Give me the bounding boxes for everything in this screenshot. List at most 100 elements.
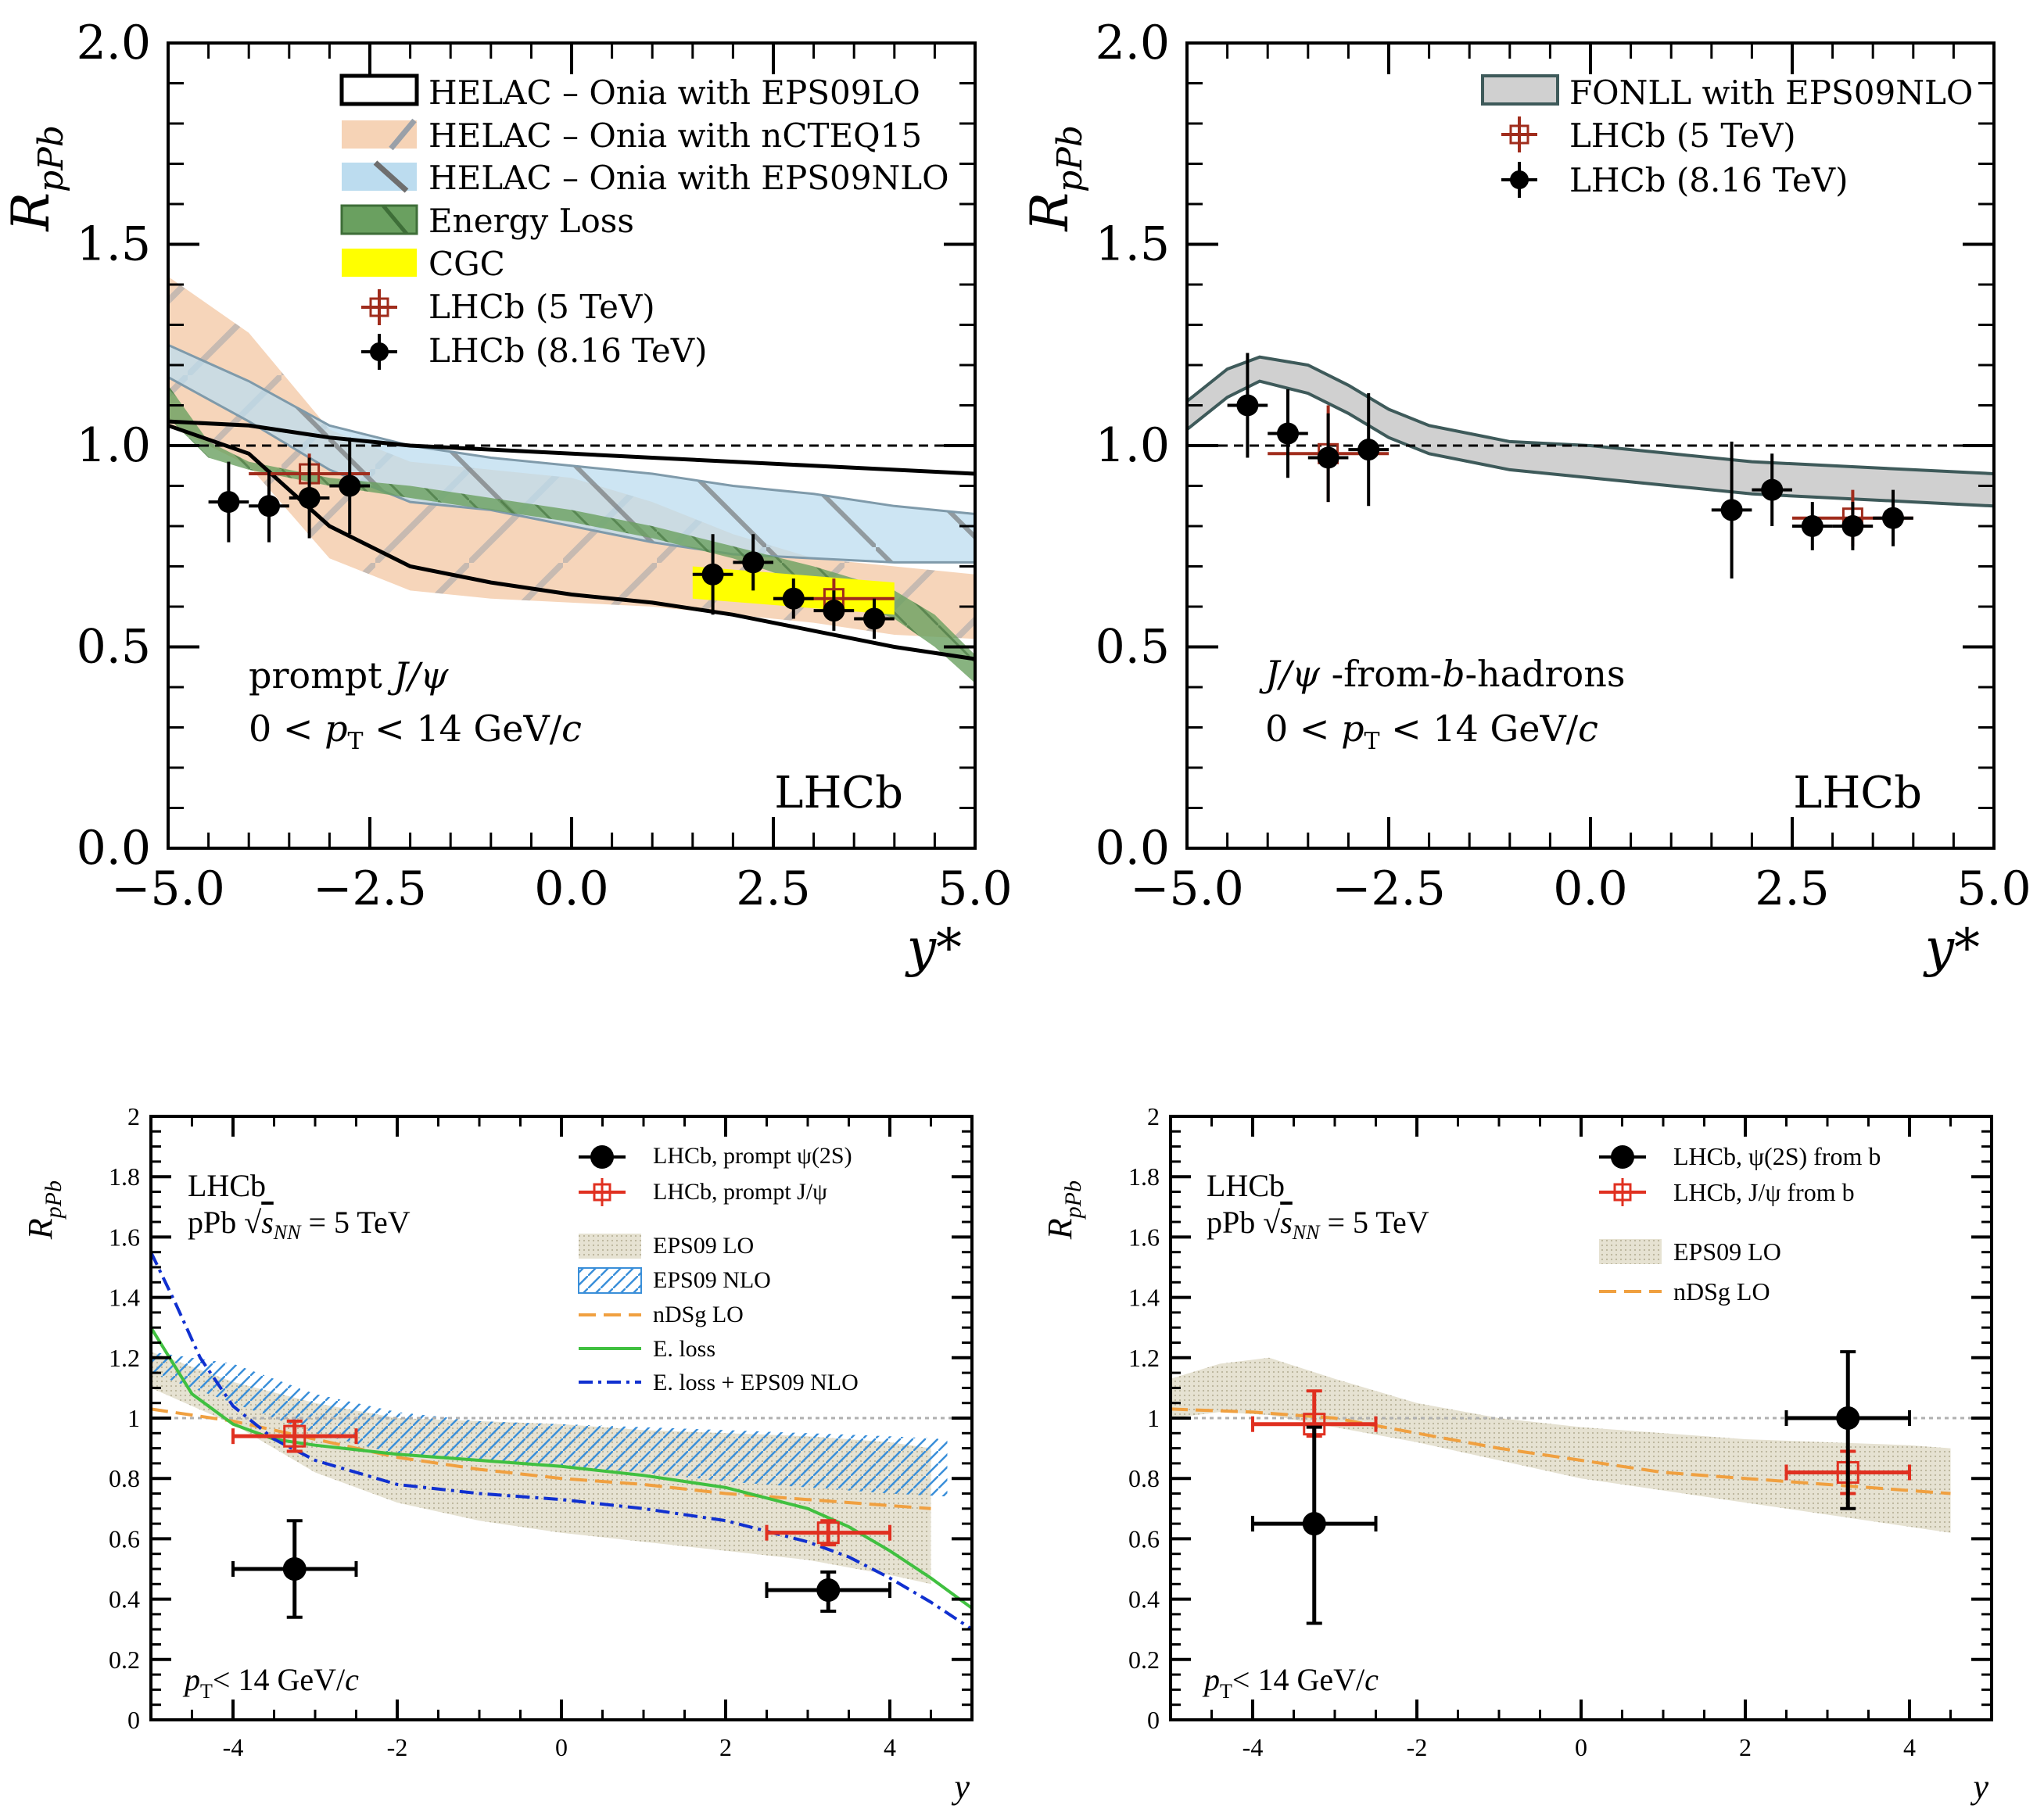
y-tick-label: 2 bbox=[127, 1102, 140, 1130]
band-eps09lo bbox=[1171, 1357, 1951, 1533]
data-point-lhcb-816tev-marker bbox=[258, 495, 280, 518]
panel-b-ylabel: RpPb bbox=[1020, 125, 1090, 232]
data-point-lhcb-816tev-marker bbox=[339, 475, 361, 497]
panel-a-ylabel: RpPb bbox=[1, 125, 71, 232]
data-point-lhcb-816tev-marker bbox=[1357, 439, 1380, 461]
panel-c-ylabel: RpPb bbox=[21, 1180, 66, 1240]
legend-label-helac-eps09nlo: HELAC – Onia with EPS09NLO bbox=[429, 159, 949, 197]
panel-a-xlabel: y* bbox=[905, 918, 962, 978]
data-point-lhcb-816tev-marker bbox=[1841, 515, 1864, 537]
legend-swatch-fonll bbox=[1481, 74, 1559, 106]
data-point-lhcb-816tev bbox=[854, 598, 895, 639]
curve-eloss bbox=[149, 1327, 974, 1610]
data-point-lhcb-816tev bbox=[208, 461, 249, 543]
data-point-lhcb-816tev-marker bbox=[1761, 478, 1784, 501]
curve-ndsg-lo bbox=[150, 1407, 931, 1510]
panel-c-bands bbox=[151, 1352, 948, 1585]
data-point-prompt-psi2s bbox=[766, 1571, 890, 1612]
panel-a-lhcb-label: LHCb bbox=[774, 768, 903, 818]
x-tick-label: 2.5 bbox=[736, 861, 810, 916]
y-tick-label: 1.2 bbox=[1128, 1344, 1160, 1372]
x-tick-label: 5.0 bbox=[1956, 861, 2031, 916]
data-point-lhcb-816tev bbox=[1752, 453, 1792, 526]
data-point-lhcb-816tev bbox=[1348, 393, 1389, 507]
panel-d-curves bbox=[1170, 1407, 1951, 1495]
legend-label-eps09lo: EPS09 LO bbox=[653, 1233, 754, 1259]
y-tick-label: 0.6 bbox=[1128, 1524, 1160, 1553]
y-tick-label: 0 bbox=[1147, 1706, 1160, 1734]
panel-c-ticks: -4 -2 0 2 4 0 0.2 0.4 0.6 0.8 1 1.2 1.4 1.6 1.8 2 bbox=[109, 1102, 974, 1761]
legend-label-eloss: E. loss bbox=[653, 1336, 715, 1362]
legend-swatch-eps09lo bbox=[1599, 1239, 1662, 1264]
data-point-lhcb-816tev bbox=[289, 457, 330, 539]
legend-label-lhcb-816tev: LHCb (8.16 TeV) bbox=[429, 331, 707, 370]
y-tick-label: 0.8 bbox=[109, 1464, 140, 1492]
y-tick-label: 0.0 bbox=[1096, 821, 1170, 876]
data-point-lhcb-816tev bbox=[1227, 353, 1268, 458]
x-tick-label: -4 bbox=[1243, 1733, 1264, 1761]
x-tick-label: -2 bbox=[1407, 1733, 1428, 1761]
data-point-lhcb-816tev-marker bbox=[742, 551, 765, 574]
legend-marker-lhcb-816tev bbox=[1501, 162, 1537, 198]
legend-label-fonll: FONLL with EPS09NLO bbox=[1569, 73, 1973, 112]
data-point-lhcb-816tev bbox=[1873, 489, 1913, 546]
data-point-psi2s-from-b-marker bbox=[1302, 1512, 1326, 1536]
panel-d-chart: -4 -2 0 2 400.20.40.60.811.21.41.61.82 RpPb … bbox=[1041, 1102, 1993, 1806]
y-tick-label: 1.6 bbox=[1128, 1223, 1160, 1251]
data-point-lhcb-816tev-marker bbox=[1317, 446, 1339, 469]
panel-d-ticks: -4 -2 0 2 4 0 0.2 0.4 0.6 0.8 1 1.2 1.4 1.6 1.8 2 bbox=[1128, 1102, 1993, 1761]
curve-ndsg-lo bbox=[1170, 1407, 1951, 1495]
y-tick-label: 0 bbox=[127, 1706, 140, 1734]
curve-eloss-eps09nlo bbox=[149, 1251, 974, 1631]
data-point-lhcb-816tev-marker bbox=[1882, 507, 1904, 529]
data-point-psi2s-from-b bbox=[1786, 1352, 1910, 1509]
x-tick-label: −5.0 bbox=[111, 861, 225, 916]
legend-swatch-ncteq15-hatch bbox=[389, 118, 417, 151]
y-tick-label: 1.6 bbox=[109, 1223, 140, 1251]
panel-c-curves bbox=[149, 1251, 974, 1631]
legend-label-eps09nlo: EPS09 NLO bbox=[653, 1267, 771, 1293]
data-point-lhcb-816tev-marker bbox=[863, 607, 885, 630]
panel-b-ticks: −5.0 −2.5 0.0 2.5 5.0 0.0 0.5 1.0 1.5 2.0 bbox=[1096, 16, 2031, 916]
legend-label-ndsg: nDSg LO bbox=[1673, 1277, 1770, 1306]
x-tick-label: 4 bbox=[1903, 1733, 1916, 1761]
panel-c-data-points bbox=[231, 1419, 891, 1619]
panel-a-ticks: −5.0 −2.5 0.0 2.5 5.0 0.0 0.5 1.0 1.5 2.0 bbox=[77, 16, 1013, 916]
panel-b-chart: −5.0 −2.5 0.0 2.5 5.0 0.0 0.5 1.0 1.5 2.0 RpPb y*… bbox=[1020, 16, 2031, 978]
panel-b-annotation-pt: 0 < pT < 14 GeV/c bbox=[1265, 707, 1598, 755]
legend-marker-lhcb-5tev bbox=[361, 289, 397, 325]
data-point-lhcb-816tev bbox=[813, 590, 855, 631]
panel-b-xlabel: y* bbox=[1923, 918, 1980, 978]
panel-b-annotation-process: J/ψ -from-b-hadrons bbox=[1259, 653, 1625, 695]
legend-swatch-eps09nlo bbox=[578, 1267, 642, 1294]
band-eps09nlo bbox=[151, 1352, 948, 1497]
panel-d-xlabel: y bbox=[1970, 1768, 1988, 1806]
y-tick-label: 0.6 bbox=[109, 1524, 140, 1553]
x-tick-label: 2 bbox=[719, 1733, 732, 1761]
panel-d-data-points bbox=[1251, 1350, 1911, 1625]
y-tick-label: 1.4 bbox=[1128, 1284, 1160, 1312]
data-point-lhcb-816tev-marker bbox=[1720, 499, 1743, 521]
legend-swatch-eps09nlo-hatch bbox=[373, 160, 409, 193]
x-tick-label: 5.0 bbox=[938, 861, 1012, 916]
panel-d-legend: LHCb, ψ(2S) from b LHCb, J/ψ from b EPS0… bbox=[1599, 1142, 1881, 1306]
x-tick-label: 2 bbox=[1739, 1733, 1752, 1761]
panel-d-bands bbox=[1171, 1357, 1951, 1533]
band-fonll bbox=[1185, 355, 1996, 508]
panel-c-legend: LHCb, prompt ψ(2S) LHCb, prompt J/ψ EPS0… bbox=[578, 1143, 859, 1395]
data-point-lhcb-816tev-marker bbox=[298, 486, 321, 509]
panel-d-energy-label: pPb √sNN = 5 TeV bbox=[1207, 1205, 1429, 1244]
panel-a-legend: HELAC – Onia with EPS09LO HELAC – Onia w… bbox=[339, 73, 949, 370]
y-tick-label: 2.0 bbox=[77, 16, 151, 70]
y-tick-label: 1.8 bbox=[1128, 1162, 1160, 1191]
data-point-lhcb-816tev bbox=[773, 578, 814, 619]
x-tick-label: 0.0 bbox=[534, 861, 608, 916]
legend-swatch-cgc bbox=[342, 249, 417, 277]
x-tick-label: -4 bbox=[223, 1733, 244, 1761]
panel-b-legend: FONLL with EPS09NLO LHCb (5 TeV) LHCb (8… bbox=[1481, 73, 1973, 199]
panel-c-pt-label: pT< 14 GeV/c bbox=[182, 1662, 359, 1703]
y-tick-label: 2 bbox=[1147, 1102, 1160, 1130]
data-point-lhcb-816tev bbox=[1268, 389, 1308, 478]
data-point-lhcb-816tev-marker bbox=[782, 587, 805, 610]
